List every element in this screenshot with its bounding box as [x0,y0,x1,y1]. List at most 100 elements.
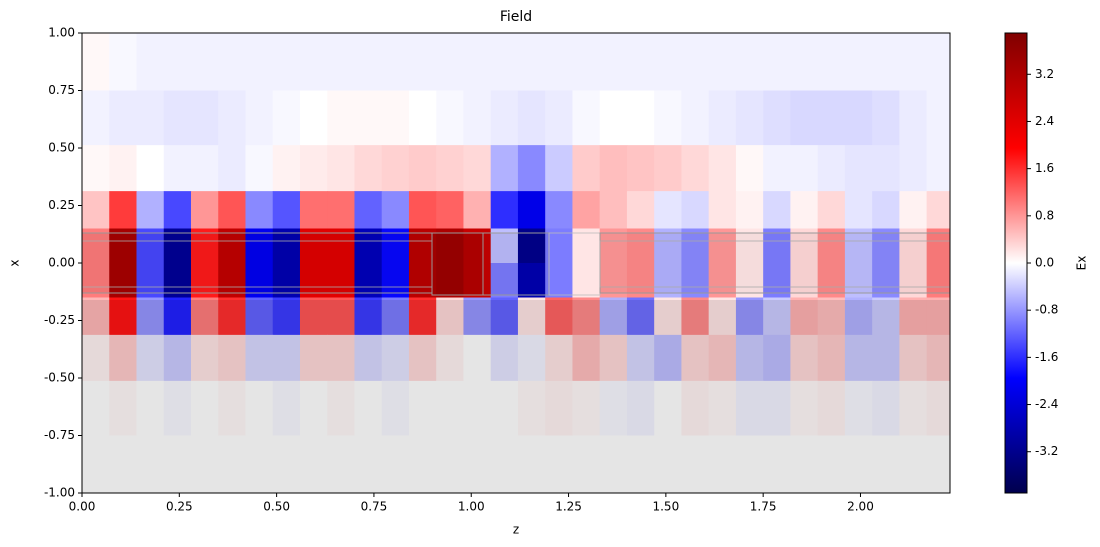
heat-cell [735,263,764,298]
heat-cell [790,33,819,91]
heat-cell [408,33,437,91]
heat-cell [109,435,137,494]
heat-cell [817,228,846,264]
heat-cell [299,435,328,494]
colorbar-tick-label: -2.4 [1035,397,1058,411]
heat-cell [436,191,464,229]
heat-cell [354,33,383,91]
heat-cell [517,90,546,146]
heat-cell [109,263,137,298]
heat-cell [872,334,900,382]
heat-cell [82,263,110,298]
heat-cell [163,90,192,146]
heat-cell [599,191,628,229]
heat-cell [572,33,601,91]
heat-cell [463,435,492,494]
heat-cell [708,297,737,336]
heat-cell [218,263,246,298]
heat-cell [490,334,519,382]
heat-cell [463,33,492,91]
heat-cell [381,33,410,91]
heat-cell [817,145,846,192]
heat-cell [436,380,464,436]
waveguide [81,232,433,294]
heat-cell [708,228,737,264]
heat-cell [245,334,274,382]
heat-cell [272,90,301,146]
heat-cell [190,228,219,264]
waveguide [599,232,951,294]
heat-cell [844,191,873,229]
heat-cell [599,90,628,146]
heat-cell [872,380,900,436]
heat-cell [109,228,137,264]
heat-cell [436,228,464,264]
heat-cell [163,33,192,91]
waveguide-block [482,232,550,296]
y-tick-label: 0.50 [48,141,75,155]
heat-cell [763,191,791,229]
heat-cell [163,380,192,436]
heat-cell [926,228,951,264]
heat-cell [327,334,355,382]
heat-cell [654,90,682,146]
substrate-shade [82,300,950,493]
heat-cell [572,334,601,382]
heat-cell [299,145,328,192]
heat-cell [82,33,110,91]
heat-cell [926,297,951,336]
heat-cell [572,263,601,298]
heat-cell [790,334,819,382]
heat-cell [844,334,873,382]
heat-cell [817,380,846,436]
heat-cell [681,228,710,264]
heat-cell [517,380,546,436]
heat-cell [654,380,682,436]
heat-cell [436,297,464,336]
heat-cell [517,297,546,336]
heat-cell [572,191,601,229]
heat-cell [381,297,410,336]
heat-cell [82,334,110,382]
y-axis-label: x [8,259,22,266]
heat-cell [299,33,328,91]
heat-cell [763,380,791,436]
x-tick-label: 1.75 [750,500,777,514]
heat-cell [735,33,764,91]
heatmap [82,33,951,494]
heat-cell [790,435,819,494]
heat-cell [381,191,410,229]
heat-cell [109,191,137,229]
heat-cell [190,297,219,336]
heat-cell [599,334,628,382]
y-tick-label: 0.25 [48,198,75,212]
x-tick-label: 0.00 [69,500,96,514]
heat-cell [926,380,951,436]
heat-cell [381,145,410,192]
heat-cell [599,263,628,298]
heat-cell [545,297,573,336]
heat-cell [572,380,601,436]
heat-cell [381,435,410,494]
heat-cell [545,90,573,146]
heat-cell [790,228,819,264]
heat-cell [681,334,710,382]
heat-cell [218,145,246,192]
heat-cell [381,228,410,264]
heat-cell [681,90,710,146]
heat-cell [408,191,437,229]
heat-cell [545,334,573,382]
heat-cell [354,90,383,146]
heat-cell [681,33,710,91]
colorbar [1004,32,1028,494]
heat-cell [463,297,492,336]
heat-cell [436,145,464,192]
heat-cell [763,90,791,146]
heat-cell [436,435,464,494]
heat-cell [82,380,110,436]
heat-cell [708,380,737,436]
heat-cell [626,145,655,192]
heat-cell [490,297,519,336]
heat-cell [218,435,246,494]
